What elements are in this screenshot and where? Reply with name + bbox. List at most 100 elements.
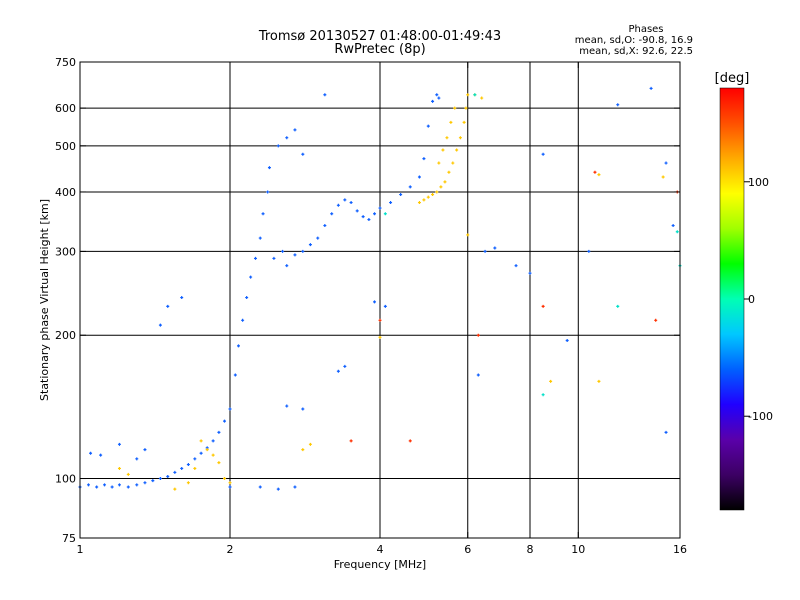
data-point <box>654 318 658 322</box>
data-point <box>373 212 377 216</box>
data-point <box>211 439 215 443</box>
data-point <box>258 236 262 240</box>
data-point <box>117 483 121 487</box>
data-point <box>466 233 470 237</box>
data-point <box>293 128 297 132</box>
data-point <box>261 212 265 216</box>
axis-ticks: 1 2 4 6 8 10 16 75 100 200 300 400 500 600 750 <box>55 56 687 556</box>
data-point <box>480 96 484 100</box>
colorbar-tick-label: 100 <box>748 176 769 189</box>
data-point <box>437 161 441 165</box>
data-point <box>228 407 232 411</box>
data-point <box>528 271 532 275</box>
data-point <box>173 487 177 491</box>
data-point <box>431 193 435 197</box>
data-point <box>180 466 184 470</box>
data-point <box>367 218 371 222</box>
x-tick-label: 2 <box>227 543 234 556</box>
data-point <box>473 93 477 97</box>
data-point <box>323 93 327 97</box>
chart-title: Tromsø 20130527 01:48:00-01:49:43 <box>258 29 501 44</box>
data-point <box>199 451 203 455</box>
y-tick-label: 500 <box>55 140 76 153</box>
data-point <box>126 485 130 489</box>
data-point <box>399 193 403 197</box>
data-point <box>217 461 221 465</box>
y-tick-label: 400 <box>55 186 76 199</box>
data-point <box>464 106 468 110</box>
data-point <box>293 485 297 489</box>
data-point <box>389 201 393 205</box>
data-point <box>514 264 518 268</box>
data-point <box>417 175 421 179</box>
data-point <box>99 453 103 457</box>
data-point <box>587 249 591 253</box>
data-point <box>95 485 99 489</box>
data-point <box>435 190 439 194</box>
data-point <box>330 212 334 216</box>
data-point <box>285 404 289 408</box>
x-tick-label: 16 <box>673 543 687 556</box>
x-tick-label: 10 <box>571 543 585 556</box>
data-point <box>158 477 162 481</box>
data-point <box>458 136 462 140</box>
data-point <box>664 161 668 165</box>
data-point <box>272 256 276 260</box>
data-point <box>649 86 653 90</box>
data-point <box>483 249 487 253</box>
data-point <box>285 264 289 268</box>
data-point <box>437 96 441 100</box>
data-point <box>449 120 453 124</box>
data-point <box>417 201 421 205</box>
data-point <box>541 152 545 156</box>
data-point <box>616 103 620 107</box>
data-point <box>293 253 297 257</box>
data-point <box>466 93 470 97</box>
data-point <box>249 275 253 279</box>
data-point <box>89 451 93 455</box>
data-point <box>301 448 305 452</box>
data-point <box>186 481 190 485</box>
data-point <box>383 212 387 216</box>
data-point <box>661 175 665 179</box>
data-point <box>211 453 215 457</box>
grid-lines <box>80 62 680 538</box>
data-point <box>447 170 451 174</box>
data-point <box>205 448 209 452</box>
data-point <box>281 249 285 253</box>
data-point <box>671 224 675 228</box>
data-point <box>267 166 271 170</box>
x-axis-label: Frequency [MHz] <box>334 558 426 571</box>
data-point <box>245 296 249 300</box>
data-point <box>336 369 340 373</box>
data-point <box>435 93 439 97</box>
data-point <box>565 338 569 342</box>
data-point <box>476 333 480 337</box>
data-point <box>151 479 155 483</box>
y-tick-label: 200 <box>55 329 76 342</box>
data-point <box>316 236 320 240</box>
data-point <box>441 148 445 152</box>
data-point <box>373 300 377 304</box>
data-point <box>158 323 162 327</box>
phase-info-x: mean, sd,X: 92.6, 22.5 <box>579 46 693 57</box>
data-point <box>675 230 679 234</box>
data-point <box>426 195 430 199</box>
data-point <box>308 442 312 446</box>
phase-info-title: Phases <box>628 24 663 35</box>
colorbar-label: [deg] <box>715 71 750 86</box>
data-point <box>301 152 305 156</box>
data-point <box>426 124 430 128</box>
x-tick-label: 8 <box>527 543 534 556</box>
data-point <box>597 379 601 383</box>
data-point <box>173 470 177 474</box>
data-point <box>422 157 426 161</box>
data-point <box>616 304 620 308</box>
data-point <box>180 296 184 300</box>
data-point <box>117 466 121 470</box>
data-point <box>445 136 449 140</box>
data-point <box>349 201 353 205</box>
data-point <box>135 457 139 461</box>
data-point <box>355 209 359 213</box>
